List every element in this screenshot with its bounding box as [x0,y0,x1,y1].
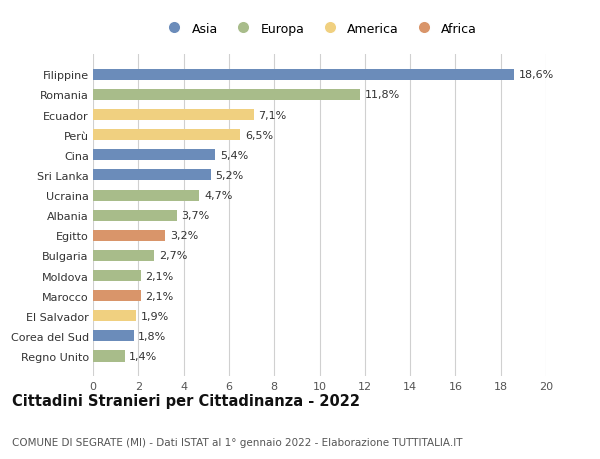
Bar [93,291,140,302]
Text: 11,8%: 11,8% [365,90,400,100]
Bar [93,130,240,141]
Text: 18,6%: 18,6% [519,70,554,80]
Bar [93,90,360,101]
Bar [93,330,134,341]
Bar [93,311,136,322]
Text: 1,4%: 1,4% [129,351,157,361]
Bar [93,250,154,262]
Text: 2,1%: 2,1% [145,291,173,301]
Text: 2,1%: 2,1% [145,271,173,281]
Bar [93,150,215,161]
Text: COMUNE DI SEGRATE (MI) - Dati ISTAT al 1° gennaio 2022 - Elaborazione TUTTITALIA: COMUNE DI SEGRATE (MI) - Dati ISTAT al 1… [12,437,463,448]
Text: 6,5%: 6,5% [245,130,273,140]
Text: 7,1%: 7,1% [259,110,287,120]
Bar [93,210,177,221]
Bar [93,190,199,201]
Text: 3,7%: 3,7% [181,211,209,221]
Text: Cittadini Stranieri per Cittadinanza - 2022: Cittadini Stranieri per Cittadinanza - 2… [12,393,360,409]
Bar [93,270,140,281]
Bar [93,70,514,81]
Text: 5,4%: 5,4% [220,151,248,161]
Legend: Asia, Europa, America, Africa: Asia, Europa, America, Africa [162,23,477,36]
Bar [93,170,211,181]
Text: 5,2%: 5,2% [215,171,244,180]
Bar [93,230,166,241]
Text: 1,9%: 1,9% [140,311,169,321]
Text: 4,7%: 4,7% [204,190,232,201]
Text: 3,2%: 3,2% [170,231,198,241]
Bar [93,110,254,121]
Text: 2,7%: 2,7% [158,251,187,261]
Bar [93,351,125,362]
Text: 1,8%: 1,8% [139,331,167,341]
